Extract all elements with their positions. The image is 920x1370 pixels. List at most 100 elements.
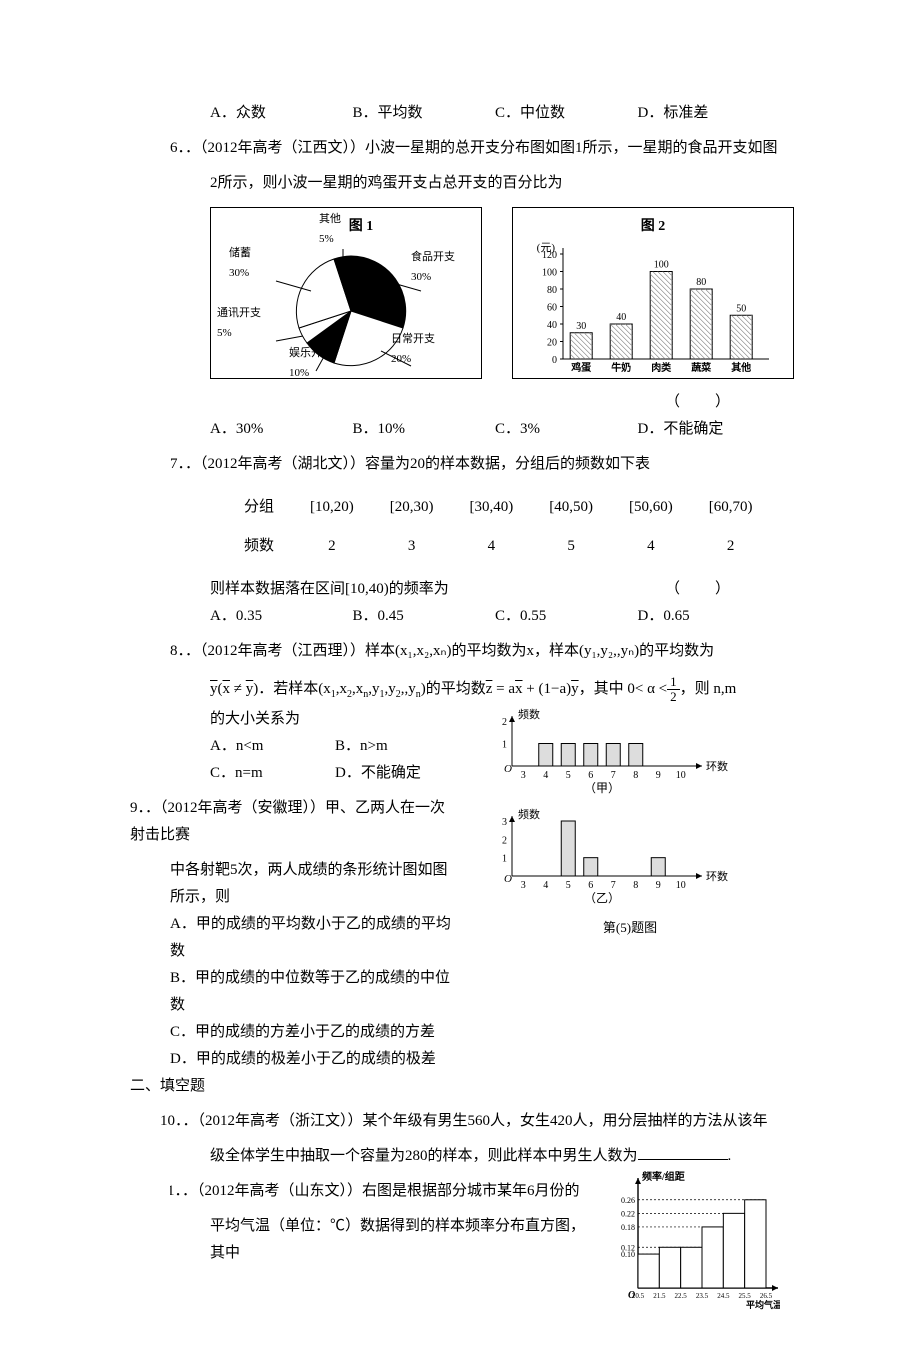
q7: 7．．（2012年高考（湖北文））容量为20的样本数据，分组后的频数如下表 [170,451,780,478]
svg-text:0.22: 0.22 [621,1209,635,1218]
q6-num: 6． [170,140,185,156]
svg-text:0.18: 0.18 [621,1223,635,1232]
q6: 6．．（2012年高考（江西文））小波一星期的总开支分布图如图1所示，一星期的食… [170,135,780,162]
svg-text:鸡蛋: 鸡蛋 [570,361,591,374]
lbl-ent: 娱乐开支10% [289,344,333,384]
svg-text:100: 100 [654,260,669,271]
lbl-food: 食品开支30% [411,248,455,288]
q9-opt-c: C．甲的成绩的方差小于乙的成绩的方差 [170,1019,460,1046]
q5-opt-a: A．众数 [210,100,353,127]
chart-jia: 频数12O345678910环数（甲） [480,706,730,796]
svg-text:3: 3 [521,770,526,781]
q7-options: A．0.35 B．0.45 C．0.55 D．0.65 [210,603,780,630]
q6-text: ．（2012年高考（江西文））小波一星期的总开支分布图如图1所示，一星期的食品开… [185,140,778,156]
q8-q9-row: 的大小关系为 A．n<mB．n>m C．n=mD．不能确定 9．．（2012年高… [170,706,780,1073]
pie-title: 图 1 [251,214,471,239]
q7-num: 7． [170,456,185,472]
q8-text: ．（2012年高考（江西理））样本(x₁,x₂,xₙ)的平均数为x，样本(y₁,… [185,643,714,659]
svg-text:2: 2 [502,717,507,728]
q7-opt-c: C．0.55 [495,603,638,630]
q9-line2: 中各射靶5次，两人成绩的条形统计图如图所示，则 [170,857,460,911]
q5-opt-c: C．中位数 [495,100,638,127]
svg-text:40: 40 [616,312,626,323]
svg-text:40: 40 [547,320,557,331]
q6-options: A．30% B．10% C．3% D．不能确定 [210,416,780,443]
svg-text:0.10: 0.10 [621,1250,635,1259]
q9-opt-d: D．甲的成绩的极差小于乙的成绩的极差 [170,1046,460,1073]
q7-opt-b: B．0.45 [353,603,496,630]
svg-text:O: O [504,873,512,885]
svg-text:其他: 其他 [731,361,751,374]
q7-row-freq: 频数 234542 [226,527,771,566]
svg-text:1: 1 [502,740,507,751]
q8-formula: y(x ≠ y)．若样本(x1,x2,xn,y1,y2,,yn)的平均数z = … [210,673,780,706]
svg-text:80: 80 [696,277,706,288]
svg-text:（乙）: （乙） [584,891,620,905]
svg-text:5: 5 [566,880,571,891]
svg-text:9: 9 [656,770,661,781]
q7-opt-a: A．0.35 [210,603,353,630]
q8: 8．．（2012年高考（江西理））样本(x₁,x₂,xₙ)的平均数为x，样本(y… [170,638,780,665]
svg-text:蔬菜: 蔬菜 [691,361,712,374]
q10-line2: 级全体学生中抽取一个容量为280的样本，则此样本中男生人数为. [210,1143,780,1170]
q6-opt-d: D．不能确定 [638,416,781,443]
svg-text:24.5: 24.5 [717,1292,730,1300]
svg-text:7: 7 [611,770,616,781]
svg-text:9: 9 [656,880,661,891]
svg-text:牛奶: 牛奶 [611,361,631,374]
q8-opt-c: C．n=m [210,760,335,787]
svg-text:频率/组距: 频率/组距 [642,1170,685,1183]
q7-row-group: 分组 [10,20)[20,30)[30,40)[40,50)[50,60)[6… [226,488,771,527]
svg-text:环数: 环数 [706,760,728,773]
q6-opt-c: C．3% [495,416,638,443]
q6-figures: 图 1 食品开支30% 日常开支20% 娱乐开支10% 通讯开支5% 储蓄30 [210,207,780,379]
svg-text:100: 100 [542,268,557,279]
svg-text:10: 10 [676,880,686,891]
svg-text:平均气温/℃: 平均气温/℃ [746,1299,780,1310]
q8-opt-d: D．不能确定 [335,760,460,787]
q6-bar-chart: 图 2 (元)02040608010012030鸡蛋40牛奶100肉类80蔬菜5… [512,207,794,379]
q7-h1: 分组 [226,488,292,527]
bar-title: 图 2 [523,214,783,239]
q8-opt-a: A．n<m [210,733,335,760]
svg-text:30: 30 [576,321,586,332]
lbl-daily: 日常开支20% [391,330,435,370]
q9-opt-a: A．甲的成绩的平均数小于乙的成绩的平均数 [170,911,460,965]
q6-opt-b: B．10% [353,416,496,443]
q5-options: A．众数 B．平均数 C．中位数 D．标准差 [210,100,780,127]
q11-histogram: 频率/组距0.260.220.180.120.1020.521.522.523.… [600,1170,780,1310]
q10-blank [638,1144,728,1160]
svg-text:O: O [504,763,512,775]
q8-num: 8． [170,643,185,659]
svg-text:8: 8 [633,880,638,891]
svg-text:频数: 频数 [518,807,540,821]
q6-line2: 2所示，则小波一星期的鸡蛋开支占总开支的百分比为 [210,170,780,197]
svg-text:频数: 频数 [518,707,540,721]
q9-caption: 第(5)题图 [480,916,780,939]
q10: 10．．（2012年高考（浙江文））某个年级有男生560人，女生420人，用分层… [160,1108,780,1135]
svg-text:2: 2 [502,835,507,846]
q6-opt-a: A．30% [210,416,353,443]
svg-text:6: 6 [588,880,593,891]
svg-text:（甲）: （甲） [584,781,620,795]
q7-opt-d: D．0.65 [638,603,781,630]
svg-text:4: 4 [543,880,548,891]
svg-text:25.5: 25.5 [739,1292,752,1300]
svg-text:26.5: 26.5 [760,1292,773,1300]
q7-text: ．（2012年高考（湖北文））容量为20的样本数据，分组后的频数如下表 [185,456,650,472]
q10-num: 10． [160,1113,183,1129]
q9-charts: 频数12O345678910环数（甲） 频数123O345678910环数（乙）… [480,706,780,939]
svg-text:1: 1 [502,854,507,865]
q7-tail: 则样本数据落在区间[10,40)的频率为 [210,576,665,603]
svg-text:60: 60 [547,303,557,314]
svg-text:8: 8 [633,770,638,781]
chart-yi: 频数123O345678910环数（乙） [480,806,730,906]
svg-text:4: 4 [543,770,548,781]
svg-text:5: 5 [566,770,571,781]
q9-num: 9． [130,800,145,816]
q11-text: ．（2012年高考（山东文））右图是根据部分城市某年6月份的 [182,1183,580,1199]
lbl-tel: 通讯开支5% [217,304,261,344]
svg-text:O: O [628,1290,635,1301]
svg-text:0: 0 [552,355,557,366]
svg-text:0.26: 0.26 [621,1196,635,1205]
